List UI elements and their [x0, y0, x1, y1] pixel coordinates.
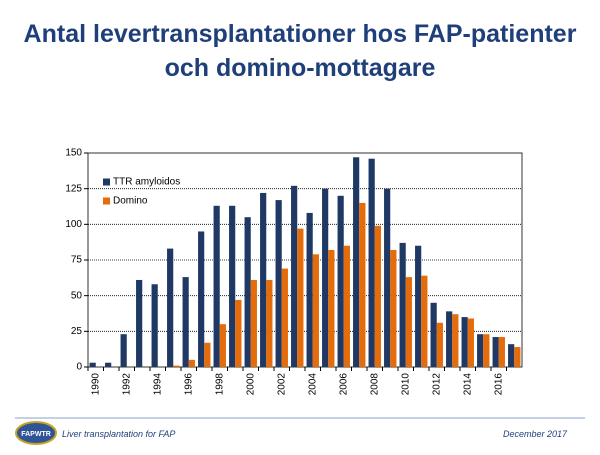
bar	[353, 157, 360, 367]
bar	[266, 279, 273, 367]
bar	[452, 314, 459, 367]
bar	[204, 342, 211, 367]
bar	[368, 158, 375, 367]
x-tick-label: 2010	[400, 373, 411, 396]
legend-label: TTR amyloidos	[113, 177, 180, 188]
bar	[182, 277, 189, 367]
bar	[219, 324, 226, 367]
bar	[306, 212, 313, 367]
bar	[235, 299, 242, 367]
bar	[483, 334, 490, 367]
y-tick-label: 75	[71, 255, 83, 266]
bar	[359, 202, 366, 367]
x-tick-label: 1996	[183, 373, 194, 396]
bar	[105, 362, 112, 367]
x-tick-label: 2008	[369, 373, 380, 396]
x-tick-label: 2016	[493, 373, 504, 396]
chart-title: Antal levertransplantationer hos FAP-pat…	[24, 20, 577, 48]
bar	[446, 311, 453, 367]
footer-left: Liver transplantation for FAP	[62, 429, 175, 439]
x-tick-label: 1990	[90, 373, 101, 396]
legend-label: Domino	[113, 196, 148, 207]
bar	[275, 200, 282, 367]
bar	[297, 228, 304, 367]
y-tick-label: 150	[65, 148, 82, 159]
bar	[477, 334, 484, 367]
footer-right: December 2017	[503, 429, 568, 439]
bar	[328, 250, 335, 367]
bar	[374, 225, 381, 367]
bar	[291, 185, 298, 367]
bar	[312, 254, 319, 367]
bar	[343, 245, 350, 367]
x-tick-label: 1998	[214, 373, 225, 396]
bar	[173, 365, 180, 367]
bar	[120, 334, 127, 367]
bar	[322, 188, 329, 367]
bar	[436, 322, 443, 367]
x-tick-label: 2014	[462, 373, 473, 396]
y-tick-label: 25	[71, 326, 83, 337]
bar	[260, 192, 267, 367]
bar	[390, 250, 397, 367]
bar	[337, 195, 344, 367]
bar	[399, 242, 406, 367]
legend-swatch	[103, 178, 110, 186]
y-tick-label: 50	[71, 290, 83, 301]
bar	[281, 268, 288, 367]
bar	[461, 317, 468, 367]
y-tick-label: 100	[65, 219, 82, 230]
bar	[188, 359, 195, 367]
bar	[167, 248, 174, 367]
logo-text: FAPWTR	[21, 431, 51, 438]
x-tick-label: 2012	[431, 373, 442, 396]
bar	[198, 231, 205, 367]
legend-swatch	[103, 197, 110, 205]
x-tick-label: 1992	[121, 373, 132, 396]
x-tick-label: 2000	[245, 373, 256, 396]
x-tick-label: 2006	[338, 373, 349, 396]
bar	[415, 245, 422, 367]
bar	[492, 337, 499, 367]
bar	[514, 347, 521, 367]
x-tick-label: 2002	[276, 373, 287, 396]
y-tick-label: 125	[65, 183, 82, 194]
bar	[498, 337, 505, 367]
bar	[136, 279, 143, 367]
bar	[430, 302, 437, 367]
y-tick-label: 0	[76, 362, 82, 373]
bar	[151, 284, 158, 367]
bar	[244, 217, 251, 367]
bar	[213, 205, 220, 367]
bar	[89, 362, 96, 367]
bar	[421, 275, 428, 367]
x-tick-label: 1994	[152, 373, 163, 396]
bar	[405, 277, 412, 367]
chart-subtitle: och domino-mottagare	[165, 54, 436, 82]
bar	[250, 279, 257, 367]
logo	[15, 421, 57, 445]
bar	[508, 344, 515, 367]
bar	[384, 188, 391, 367]
bar	[229, 205, 236, 367]
x-tick-label: 2004	[307, 373, 318, 396]
bar	[467, 318, 474, 367]
